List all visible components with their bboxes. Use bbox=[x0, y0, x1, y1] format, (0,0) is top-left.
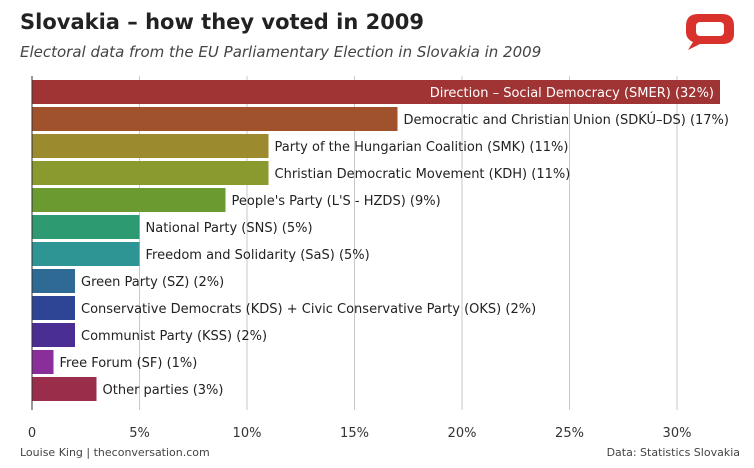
credit-text: Louise King | theconversation.com bbox=[20, 446, 210, 459]
bar-label: Other parties (3%) bbox=[103, 383, 224, 398]
bar bbox=[32, 242, 140, 266]
x-tick-label: 5% bbox=[129, 426, 150, 441]
x-tick-label: 30% bbox=[663, 426, 692, 441]
x-tick-label: 0 bbox=[28, 426, 36, 441]
bar-label: Communist Party (KSS) (2%) bbox=[81, 329, 267, 344]
bar-label: Party of the Hungarian Coalition (SMK) (… bbox=[275, 140, 569, 155]
bar bbox=[32, 188, 226, 212]
bar bbox=[32, 377, 97, 401]
bar-label: National Party (SNS) (5%) bbox=[146, 221, 313, 236]
source-text: Data: Statistics Slovakia bbox=[606, 446, 740, 459]
bar-label: Conservative Democrats (KDS) + Civic Con… bbox=[81, 302, 536, 317]
bar bbox=[32, 134, 269, 158]
bar-label: Free Forum (SF) (1%) bbox=[60, 356, 198, 371]
bar bbox=[32, 215, 140, 239]
x-tick-label: 10% bbox=[233, 426, 262, 441]
bar-label: Democratic and Christian Union (SDKÚ–DS)… bbox=[404, 112, 729, 128]
bars bbox=[32, 80, 720, 401]
x-tick-label: 15% bbox=[340, 426, 369, 441]
conversation-logo-icon bbox=[686, 14, 734, 50]
bar bbox=[32, 323, 75, 347]
x-tick-label: 20% bbox=[448, 426, 477, 441]
bar bbox=[32, 161, 269, 185]
bar-label: Green Party (SZ) (2%) bbox=[81, 275, 224, 290]
x-tick-label: 25% bbox=[555, 426, 584, 441]
bar-label: Christian Democratic Movement (KDH) (11%… bbox=[275, 167, 571, 182]
bar bbox=[32, 296, 75, 320]
bar-label: Freedom and Solidarity (SaS) (5%) bbox=[146, 248, 370, 263]
bar bbox=[32, 350, 54, 374]
chart-title: Slovakia – how they voted in 2009 bbox=[20, 10, 425, 34]
bar-label: Direction – Social Democracy (SMER) (32%… bbox=[430, 86, 714, 101]
bar bbox=[32, 80, 720, 104]
bar-label: People's Party (L'S - HZDS) (9%) bbox=[232, 194, 441, 209]
bar-labels: Direction – Social Democracy (SMER) (32%… bbox=[60, 86, 729, 398]
bar bbox=[32, 269, 75, 293]
bar bbox=[32, 107, 398, 131]
chart-subtitle: Electoral data from the EU Parliamentary… bbox=[20, 43, 542, 61]
x-tick-labels: 0 5% 10% 15% 20% 25% 30% bbox=[28, 426, 692, 441]
